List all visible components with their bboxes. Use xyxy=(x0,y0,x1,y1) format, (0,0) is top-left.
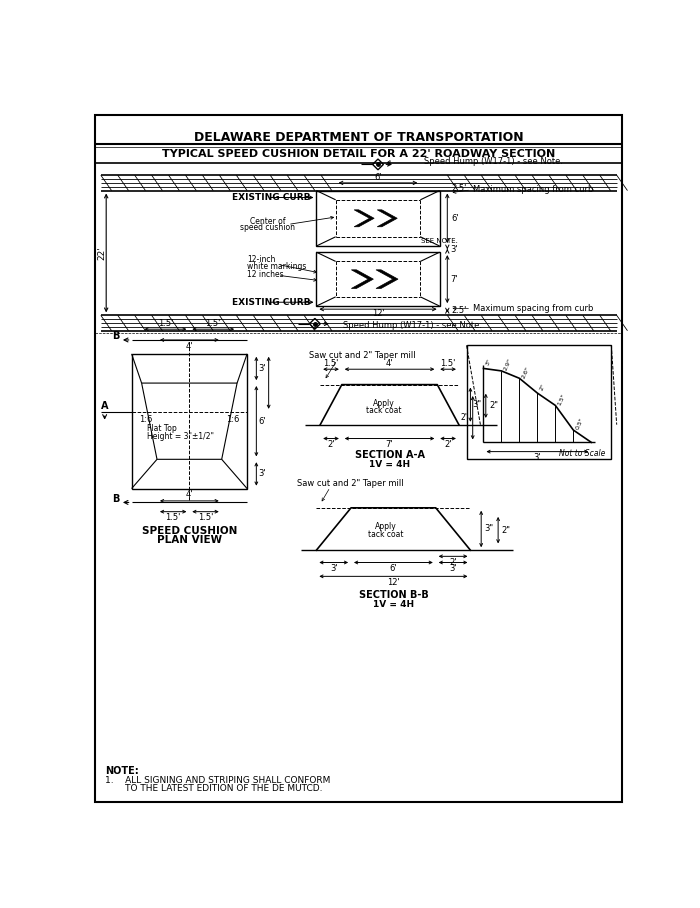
Text: EXISTING CURB: EXISTING CURB xyxy=(232,193,310,202)
Text: 7': 7' xyxy=(450,274,458,283)
Text: SEE NOTE.: SEE NOTE. xyxy=(421,239,458,244)
Bar xyxy=(316,191,440,246)
Polygon shape xyxy=(377,210,398,227)
Text: 1.5": 1.5" xyxy=(557,392,567,406)
Text: speed cushion: speed cushion xyxy=(240,223,295,232)
Text: SECTION B-B: SECTION B-B xyxy=(358,590,428,600)
Text: SECTION A-A: SECTION A-A xyxy=(355,450,424,460)
Text: 1.5': 1.5' xyxy=(440,359,456,368)
Polygon shape xyxy=(372,159,384,170)
Text: 2": 2" xyxy=(501,526,510,535)
Polygon shape xyxy=(309,319,321,330)
Text: 3': 3' xyxy=(450,244,458,253)
Text: 3": 3" xyxy=(473,400,482,410)
Text: B: B xyxy=(113,331,120,341)
Text: 12-inch: 12-inch xyxy=(247,255,276,264)
Text: DELAWARE DEPARTMENT OF TRANSPORTATION: DELAWARE DEPARTMENT OF TRANSPORTATION xyxy=(194,131,524,144)
Text: 2": 2" xyxy=(489,401,498,410)
Text: tack coat: tack coat xyxy=(368,530,403,538)
Text: Apply: Apply xyxy=(372,399,394,408)
Text: 4': 4' xyxy=(186,341,193,350)
Text: 6': 6' xyxy=(390,564,397,573)
Bar xyxy=(466,345,611,459)
Text: 12': 12' xyxy=(387,578,400,587)
Text: 2': 2' xyxy=(449,558,457,567)
Text: 2": 2" xyxy=(539,382,547,391)
Polygon shape xyxy=(351,270,373,289)
Text: NOTE:: NOTE: xyxy=(105,766,139,776)
Text: Center of: Center of xyxy=(250,217,286,226)
Text: 4': 4' xyxy=(386,359,393,368)
Bar xyxy=(132,354,247,489)
Text: 7': 7' xyxy=(386,440,393,449)
Text: 3": 3" xyxy=(485,358,493,367)
Polygon shape xyxy=(354,210,374,227)
Text: 3': 3' xyxy=(330,564,337,573)
Text: Not to Scale: Not to Scale xyxy=(559,449,605,458)
Text: Flat Top: Flat Top xyxy=(147,424,176,433)
Text: 2": 2" xyxy=(461,413,469,422)
Text: 3": 3" xyxy=(484,525,494,534)
Text: 1.5': 1.5' xyxy=(206,319,221,328)
Text: SPEED CUSHION: SPEED CUSHION xyxy=(141,526,237,536)
Text: 1:6: 1:6 xyxy=(227,415,240,424)
Text: 2.9": 2.9" xyxy=(503,358,513,371)
Text: Speed Hump (W17-1) - see Note.: Speed Hump (W17-1) - see Note. xyxy=(344,321,482,330)
Text: 1.5': 1.5' xyxy=(323,359,339,368)
Text: 1.5': 1.5' xyxy=(165,513,181,522)
Text: white markings: white markings xyxy=(247,262,307,271)
Text: TO THE LATEST EDITION OF THE DE MUTCD.: TO THE LATEST EDITION OF THE DE MUTCD. xyxy=(105,785,322,794)
Polygon shape xyxy=(376,270,398,289)
Text: 4': 4' xyxy=(186,490,193,499)
Text: 1:6: 1:6 xyxy=(139,415,152,424)
Text: Saw cut and 2" Taper mill: Saw cut and 2" Taper mill xyxy=(297,479,404,488)
Text: Speed Hump (W17-1) - see Note.: Speed Hump (W17-1) - see Note. xyxy=(424,157,564,166)
Text: PLAN VIEW: PLAN VIEW xyxy=(157,535,222,545)
Text: 1.    ALL SIGNING AND STRIPING SHALL CONFORM: 1. ALL SIGNING AND STRIPING SHALL CONFOR… xyxy=(105,776,330,785)
Text: Apply: Apply xyxy=(374,522,397,531)
Text: 12 inches: 12 inches xyxy=(247,270,284,279)
Text: 2.5': 2.5' xyxy=(452,183,466,192)
Bar xyxy=(316,252,440,306)
Text: 1.5': 1.5' xyxy=(198,513,214,522)
Text: 2.6": 2.6" xyxy=(521,365,531,379)
Text: 0.5": 0.5" xyxy=(575,417,584,430)
Text: 3': 3' xyxy=(533,453,541,462)
Text: 6': 6' xyxy=(452,213,458,222)
Text: 3': 3' xyxy=(259,364,266,373)
Text: 2.5': 2.5' xyxy=(452,306,466,315)
Text: Saw cut and 2" Taper mill: Saw cut and 2" Taper mill xyxy=(309,350,415,360)
Text: tack coat: tack coat xyxy=(365,406,401,415)
Text: 3': 3' xyxy=(259,469,266,479)
Text: EXISTING CURB: EXISTING CURB xyxy=(232,298,310,307)
Text: 2': 2' xyxy=(444,440,452,449)
Text: 2': 2' xyxy=(328,440,335,449)
Text: Maximum spacing from curb: Maximum spacing from curb xyxy=(473,185,593,194)
Text: 6': 6' xyxy=(259,417,266,426)
Text: 6': 6' xyxy=(374,173,382,182)
Text: TYPICAL SPEED CUSHION DETAIL FOR A 22' ROADWAY SECTION: TYPICAL SPEED CUSHION DETAIL FOR A 22' R… xyxy=(162,150,555,160)
Text: 1V = 4H: 1V = 4H xyxy=(369,460,410,469)
Text: 12': 12' xyxy=(372,309,384,318)
Text: Maximum spacing from curb: Maximum spacing from curb xyxy=(473,304,593,313)
Text: 1.5': 1.5' xyxy=(158,319,173,328)
Text: A: A xyxy=(101,401,108,411)
Text: 3': 3' xyxy=(449,564,457,573)
Text: 22': 22' xyxy=(98,246,107,260)
Text: Height = 3"±1/2": Height = 3"±1/2" xyxy=(147,432,214,441)
Text: B: B xyxy=(113,494,120,504)
Text: 1V = 4H: 1V = 4H xyxy=(373,599,414,608)
